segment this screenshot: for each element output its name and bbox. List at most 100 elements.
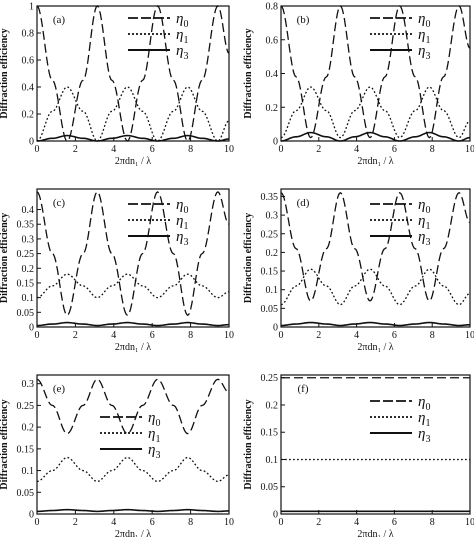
- plot-frame: [36, 5, 230, 142]
- x-axis-label: 2πdn₁ / λ: [115, 156, 151, 167]
- y-tick-label: 0.3: [22, 234, 35, 245]
- x-tick-label: 4: [111, 144, 116, 155]
- legend-symbol: η: [148, 442, 155, 458]
- legend-label: η0: [418, 197, 430, 216]
- x-tick-label: 2: [73, 144, 78, 155]
- x-tick-label: 10: [224, 517, 234, 528]
- x-tick-label: 0: [279, 517, 284, 528]
- y-tick-label: 0.3: [22, 379, 35, 390]
- plot-frame: [280, 374, 471, 515]
- x-tick-label: 4: [111, 330, 116, 341]
- legend-symbol: η: [148, 426, 155, 442]
- x-tick-label: 0: [35, 517, 40, 528]
- legend-label: η1: [176, 27, 188, 46]
- y-tick-label: 0.8: [266, 2, 279, 13]
- y-tick-label: 0.1: [22, 293, 35, 304]
- y-axis-label: Diffraction efficiency: [243, 213, 254, 303]
- plot-frame: [36, 374, 230, 515]
- legend-symbol: η: [148, 410, 155, 426]
- legend-subscript: 3: [425, 51, 430, 62]
- panel-label: (a): [53, 14, 66, 26]
- legend-label: η3: [176, 229, 188, 248]
- series-line-dashed: [36, 191, 230, 317]
- panel-label: (b): [297, 14, 310, 26]
- legend-subscript: 3: [155, 450, 160, 461]
- series-line-dotted: [36, 456, 230, 483]
- legend-label: η1: [148, 426, 160, 445]
- series-line-dashed: [280, 191, 471, 302]
- legend-label: η3: [148, 442, 160, 461]
- legend-label: η0: [418, 394, 430, 413]
- y-tick-label: 0.25: [17, 249, 35, 260]
- x-tick-label: 0: [35, 330, 40, 341]
- series-line-dotted: [36, 273, 230, 299]
- series-line-solid: [36, 508, 229, 513]
- x-tick-label: 2: [73, 330, 78, 341]
- x-axis-label: 2πdn₁ / λ: [115, 342, 151, 353]
- y-tick-label: 0.05: [17, 308, 35, 319]
- y-tick-label: 0: [273, 510, 278, 521]
- x-tick-label: 4: [354, 517, 359, 528]
- legend-label: η3: [418, 426, 430, 445]
- legend-subscript: 1: [425, 35, 430, 46]
- legend-symbol: η: [176, 229, 183, 245]
- legend-symbol: η: [418, 27, 425, 43]
- y-tick-label: 1: [29, 2, 34, 13]
- legend-subscript: 3: [183, 237, 188, 248]
- legend-symbol: η: [418, 394, 425, 410]
- x-tick-label: 6: [392, 144, 397, 155]
- y-tick-label: 0.25: [17, 401, 35, 412]
- legend-symbol: η: [176, 11, 183, 27]
- legend-symbol: η: [176, 43, 183, 59]
- y-tick-label: 0: [29, 510, 34, 521]
- x-tick-label: 4: [354, 144, 359, 155]
- legend-subscript: 0: [425, 402, 430, 413]
- x-tick-label: 10: [224, 144, 234, 155]
- series-line-solid: [280, 131, 471, 142]
- y-tick-label: 0.1: [266, 285, 279, 296]
- legend-symbol: η: [418, 426, 425, 442]
- x-tick-label: 0: [35, 144, 40, 155]
- legend-label: η0: [418, 11, 430, 30]
- y-tick-label: 0.2: [22, 264, 35, 275]
- y-tick-label: 0.1: [22, 466, 35, 477]
- x-tick-label: 0: [279, 144, 284, 155]
- series-line-dashed: [36, 5, 230, 142]
- y-tick-label: 0.2: [266, 248, 279, 259]
- plot-frame: [36, 188, 230, 328]
- y-tick-label: 0.2: [22, 423, 35, 434]
- x-tick-label: 8: [430, 144, 435, 155]
- y-tick-label: 0.15: [17, 278, 35, 289]
- legend-label: η1: [418, 27, 430, 46]
- legend-symbol: η: [418, 43, 425, 59]
- legend-symbol: η: [176, 27, 183, 43]
- y-axis-label: Diffraction efficiency: [0, 399, 10, 489]
- x-tick-label: 8: [430, 330, 435, 341]
- legend-symbol: η: [418, 213, 425, 229]
- y-axis-label: Diffraction efficiency: [0, 213, 10, 303]
- x-tick-label: 2: [316, 517, 321, 528]
- series-line-solid: [36, 134, 230, 142]
- series-line-dotted: [36, 86, 230, 142]
- panel-label: (d): [297, 197, 310, 209]
- x-tick-label: 10: [465, 144, 474, 155]
- y-tick-label: 0.15: [261, 267, 279, 278]
- series-line-dashed: [280, 5, 471, 139]
- x-axis-label: 2πdn₁ / λ: [357, 529, 393, 537]
- series-line-solid: [280, 321, 471, 327]
- legend-subscript: 1: [155, 434, 160, 445]
- y-tick-label: 0.6: [22, 56, 35, 67]
- legend-subscript: 3: [425, 434, 430, 445]
- x-tick-label: 2: [316, 144, 321, 155]
- legend-label: η3: [176, 43, 188, 62]
- x-tick-label: 10: [224, 330, 234, 341]
- legend-subscript: 3: [183, 51, 188, 62]
- y-axis-label: Diffraction efficiency: [243, 28, 254, 118]
- series-line-solid: [36, 321, 230, 327]
- legend-symbol: η: [176, 213, 183, 229]
- y-tick-label: 0.05: [17, 488, 35, 499]
